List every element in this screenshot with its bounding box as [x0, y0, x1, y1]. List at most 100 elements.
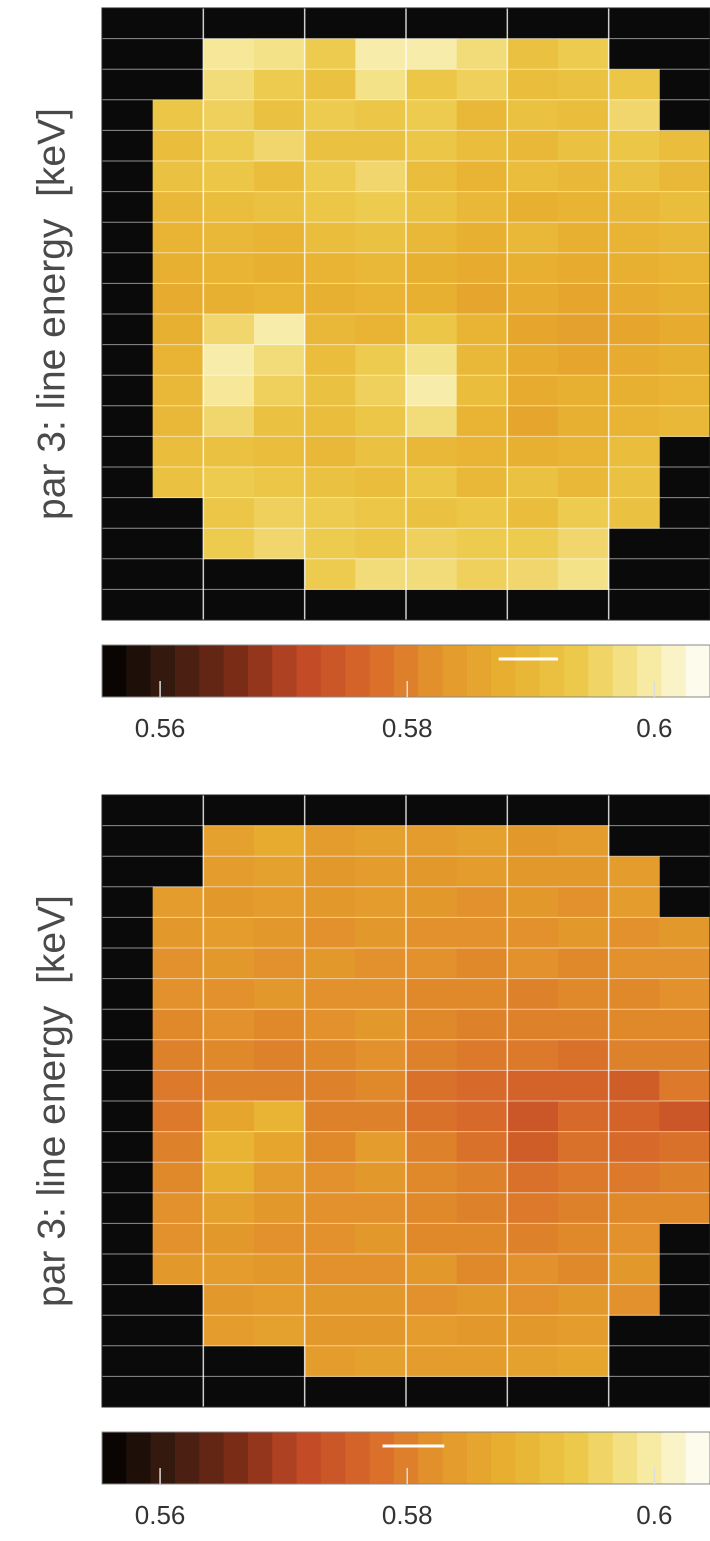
heatmap-cell [507, 405, 559, 437]
colorbar-step [199, 1432, 225, 1484]
heatmap-cell [304, 467, 356, 498]
heatmap-cell [304, 948, 356, 979]
colorbar-step [637, 1432, 662, 1484]
heatmap-cell [203, 825, 255, 857]
heatmap-cell [608, 1039, 660, 1071]
heatmap-cell [608, 161, 660, 192]
colorbar-step [296, 1432, 322, 1484]
heatmap-cell [406, 314, 458, 345]
heatmap-cell [659, 917, 710, 949]
heatmap-cell [254, 497, 306, 529]
heatmap-cell [254, 1009, 306, 1041]
heatmap-cell [254, 528, 306, 560]
heatmap-cell [558, 283, 610, 315]
heatmap-cell [659, 283, 710, 315]
heatmap-cell [456, 978, 508, 1010]
heatmap-cell [608, 99, 660, 131]
heatmap-cell [659, 314, 710, 345]
colorbar-step [466, 645, 492, 697]
heatmap-cell [203, 161, 255, 192]
heatmap-cell [304, 1315, 356, 1347]
heatmap-cell [203, 497, 255, 529]
heatmap-cell [456, 1101, 508, 1132]
heatmap-cell [355, 69, 407, 101]
heatmap-cell [304, 558, 356, 590]
heatmap-cell [507, 497, 559, 529]
heatmap-cell [456, 1039, 508, 1071]
heatmap-cell [203, 1039, 255, 1071]
heatmap-cell [304, 252, 356, 284]
heatmap-cell [608, 467, 660, 498]
heatmap-cell [456, 528, 508, 560]
heatmap-cell [507, 886, 559, 918]
heatmap-cell [355, 467, 407, 498]
colorbar-step [637, 645, 662, 697]
heatmap-cell [558, 130, 610, 162]
heatmap-cell [203, 1223, 255, 1255]
heatmap-cell [203, 191, 255, 223]
heatmap-cell [507, 917, 559, 949]
heatmap-cell [152, 1070, 204, 1102]
heatmap-cell [304, 283, 356, 315]
heatmap-cell [558, 1101, 610, 1132]
heatmap-cell [203, 1315, 255, 1347]
heatmap-cell [304, 161, 356, 192]
heatmap-cell [406, 222, 458, 254]
heatmap-cell [355, 1162, 407, 1194]
heatmap-cell [152, 314, 204, 345]
heatmap-cell [406, 856, 458, 888]
heatmap-cell [254, 1162, 306, 1194]
heatmap-cell [304, 528, 356, 560]
heatmap-cell [558, 497, 610, 529]
heatmap-cell [507, 1223, 559, 1255]
heatmap-cell [608, 948, 660, 979]
colorbar-step [418, 645, 443, 697]
colorbar-step [466, 1432, 492, 1484]
heatmap-cell [254, 314, 306, 345]
heatmap-cell [406, 1009, 458, 1041]
heatmap-cell [304, 344, 356, 376]
heatmap-cell [456, 344, 508, 376]
heatmap-cell [456, 467, 508, 498]
heatmap-cell [254, 222, 306, 254]
heatmap-cell [355, 948, 407, 979]
heatmap-cell [355, 1070, 407, 1102]
heatmap-cell [608, 1101, 660, 1132]
heatmap-cell [406, 130, 458, 162]
heatmap-cell [456, 69, 508, 101]
heatmap-cell [608, 375, 660, 407]
heatmap-cell [558, 886, 610, 918]
heatmap-cell [507, 1009, 559, 1041]
heatmap-cell [608, 130, 660, 162]
heatmap-cell [254, 825, 306, 857]
heatmap-cell [203, 344, 255, 376]
heatmap-cell [203, 405, 255, 437]
heatmap-cell [152, 405, 204, 437]
heatmap-cell [558, 948, 610, 979]
heatmap-cell [659, 1162, 710, 1194]
heatmap-cell [406, 1070, 458, 1102]
heatmap-cell [456, 886, 508, 918]
heatmap-cell [558, 252, 610, 284]
heatmap-cell [659, 1039, 710, 1071]
heatmap-cell [608, 222, 660, 254]
heatmap-cell [304, 978, 356, 1010]
heatmap-cell [558, 1131, 610, 1163]
heatmap-cell [608, 283, 660, 315]
heatmap-cell [608, 1131, 660, 1163]
heatmap-cell [406, 69, 458, 101]
heatmap-cell [203, 467, 255, 498]
heatmap-cell [659, 252, 710, 284]
heatmap-cell [254, 978, 306, 1010]
heatmap-cell [304, 886, 356, 918]
heatmap-cell [507, 1254, 559, 1285]
heatmap-cell [254, 375, 306, 407]
heatmap-cell [406, 1284, 458, 1316]
heatmap-cell [406, 1223, 458, 1255]
heatmap-cell [406, 283, 458, 315]
heatmap-cell [304, 825, 356, 857]
colorbar-tick-label: 0.56 [135, 1500, 186, 1530]
heatmap-cell [152, 283, 204, 315]
heatmap-cell [203, 375, 255, 407]
heatmap-cell [304, 856, 356, 888]
